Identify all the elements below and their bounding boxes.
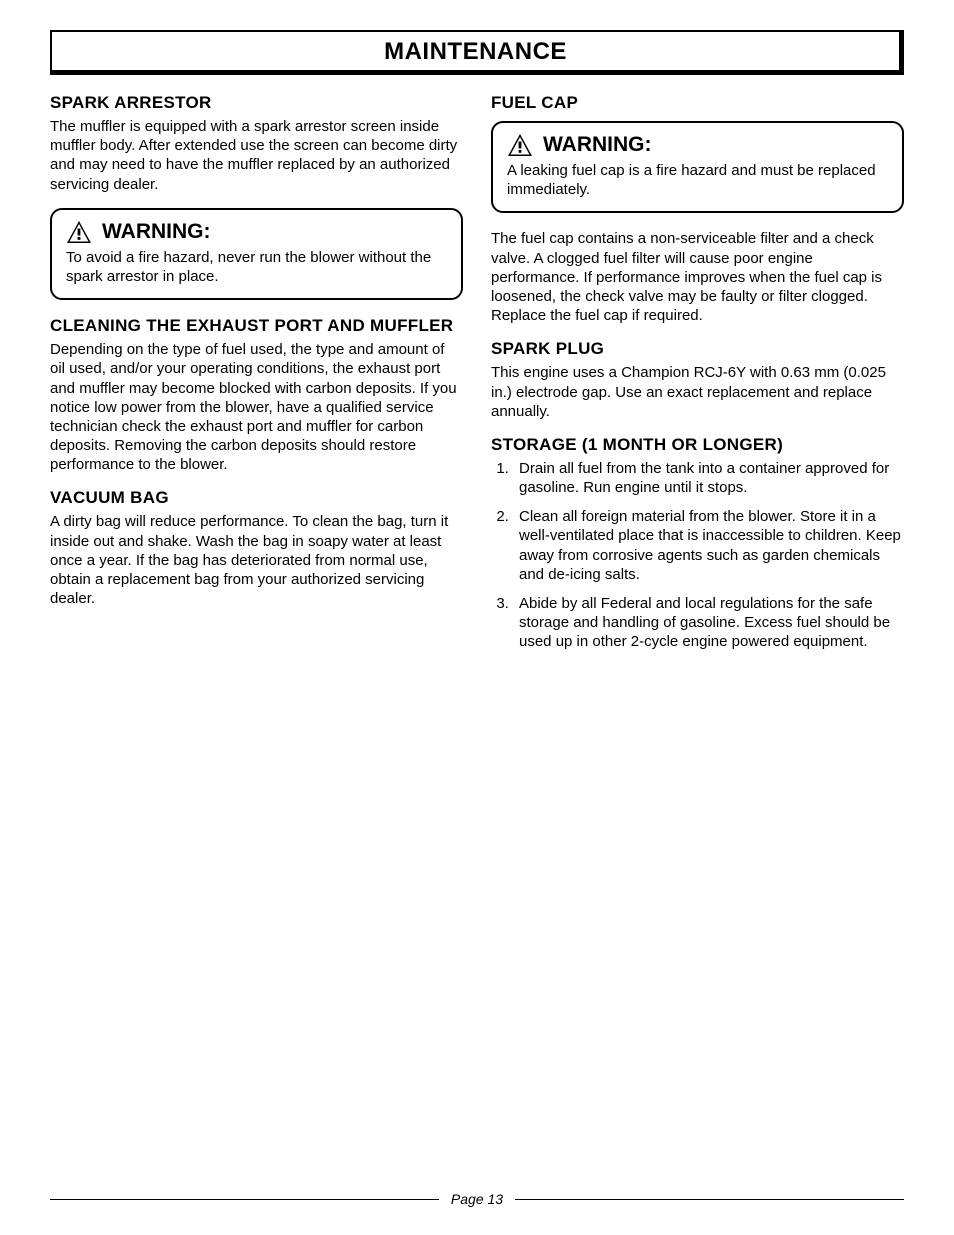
storage-item: Drain all fuel from the tank into a cont…	[513, 459, 904, 497]
heading-vacuum: VACUUM BAG	[50, 488, 463, 508]
heading-cleaning: CLEANING THE EXHAUST PORT AND MUFFLER	[50, 316, 463, 336]
storage-item: Clean all foreign material from the blow…	[513, 507, 904, 584]
footer-rule-left	[50, 1199, 439, 1200]
page-title: MAINTENANCE	[52, 38, 899, 66]
footer-rule-right	[515, 1199, 904, 1200]
storage-list: Drain all fuel from the tank into a cont…	[491, 459, 904, 652]
warning-header: WARNING:	[66, 220, 447, 244]
warning-text-fuel: A leaking fuel cap is a fire hazard and …	[507, 161, 888, 199]
heading-spark-plug: SPARK PLUG	[491, 339, 904, 359]
title-box: MAINTENANCE	[50, 30, 904, 75]
warning-triangle-icon	[66, 220, 92, 244]
page-number: Page 13	[451, 1191, 503, 1207]
body-cleaning: Depending on the type of fuel used, the …	[50, 340, 463, 474]
warning-box-fuel: WARNING: A leaking fuel cap is a fire ha…	[491, 121, 904, 213]
heading-fuel-cap: FUEL CAP	[491, 93, 904, 113]
body-spark-arrestor: The muffler is equipped with a spark arr…	[50, 117, 463, 194]
left-column: SPARK ARRESTOR The muffler is equipped w…	[50, 93, 463, 662]
warning-label: WARNING:	[102, 220, 211, 244]
storage-item: Abide by all Federal and local regulatio…	[513, 594, 904, 652]
page-footer: Page 13	[50, 1191, 904, 1207]
body-fuel-cap: The fuel cap contains a non-serviceable …	[491, 229, 904, 325]
heading-spark-arrestor: SPARK ARRESTOR	[50, 93, 463, 113]
warning-box-spark: WARNING: To avoid a fire hazard, never r…	[50, 208, 463, 300]
warning-header-fuel: WARNING:	[507, 133, 888, 157]
warning-label-fuel: WARNING:	[543, 133, 652, 157]
body-vacuum: A dirty bag will reduce performance. To …	[50, 512, 463, 608]
page: MAINTENANCE SPARK ARRESTOR The muffler i…	[0, 0, 954, 1235]
heading-storage: STORAGE (1 MONTH OR LONGER)	[491, 435, 904, 455]
body-spark-plug: This engine uses a Champion RCJ-6Y with …	[491, 363, 904, 421]
content-columns: SPARK ARRESTOR The muffler is equipped w…	[50, 93, 904, 662]
warning-triangle-icon	[507, 133, 533, 157]
right-column: FUEL CAP WARNING: A leaking fuel cap is …	[491, 93, 904, 662]
warning-text-spark: To avoid a fire hazard, never run the bl…	[66, 248, 447, 286]
